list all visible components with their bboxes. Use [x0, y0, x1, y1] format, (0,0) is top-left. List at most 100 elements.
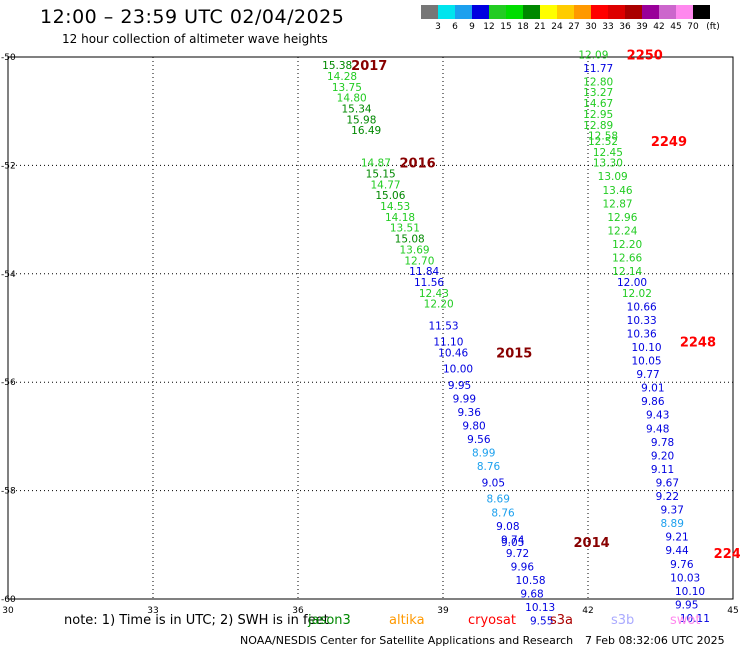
legend-bin-label: 33: [602, 22, 614, 32]
pass-time-label: 2015: [496, 346, 532, 361]
legend-swatch: [438, 5, 455, 19]
legend-swatch: [591, 5, 608, 19]
wave-height-value: 13.30: [593, 158, 623, 170]
legend-swatch: [506, 5, 523, 19]
satellite-name: s3a: [550, 613, 574, 628]
x-tick-label: 45: [727, 606, 738, 616]
wave-height-value: 14.67: [583, 98, 613, 110]
legend-unit: (ft): [706, 22, 720, 32]
wave-height-value: 10.11: [680, 613, 710, 625]
wave-height-value: 9.68: [520, 589, 543, 601]
wave-height-value: 13.46: [603, 185, 633, 197]
wave-height-value: 8.69: [487, 494, 510, 506]
legend-bin-label: 18: [517, 22, 529, 32]
wave-height-value: 15.08: [395, 234, 425, 246]
wave-height-value: 12.20: [612, 239, 642, 251]
wave-height-value: 11.10: [433, 337, 463, 349]
satellite-name: altika: [389, 613, 425, 628]
wave-height-value: 13.27: [583, 87, 613, 99]
legend-bin-label: 6: [452, 22, 458, 32]
wave-height-value: 13.75: [332, 82, 362, 94]
legend-swatch: [472, 5, 489, 19]
wave-height-value: 9.78: [651, 437, 674, 449]
wave-height-value: 13.09: [598, 171, 628, 183]
legend-bin-label: 3: [435, 22, 441, 32]
wave-height-value: 14.53: [380, 201, 410, 213]
wave-height-value: 9.55: [530, 616, 553, 628]
legend-bin-label: 24: [551, 22, 563, 32]
x-tick-label: 42: [582, 606, 593, 616]
wave-height-value: 12.24: [607, 225, 637, 237]
y-tick-label: -54: [1, 270, 16, 280]
wave-height-value: 10.46: [438, 347, 468, 359]
y-tick-label: -58: [1, 487, 16, 497]
wave-height-value: 8.99: [472, 448, 495, 460]
wave-height-value: 12.52: [588, 136, 618, 148]
wave-height-value: 15.34: [342, 103, 372, 115]
wave-height-value: 13.51: [390, 223, 420, 235]
wave-height-value: 10.66: [627, 301, 657, 313]
wave-height-value: 9.08: [496, 521, 519, 533]
wave-height-value: 10.58: [516, 575, 546, 587]
units-note: note: 1) Time is in UTC; 2) SWH is in fe…: [64, 613, 329, 628]
wave-height-value: 9.96: [511, 561, 535, 573]
wave-height-value: 9.36: [458, 407, 482, 419]
legend-swatch: [557, 5, 574, 19]
legend-labels: 3 6 9 12 15 18 21 24 27 30 33 36 39 42 45 70 (ft): [421, 22, 731, 34]
wave-height-value: 12.87: [603, 198, 633, 210]
wave-height-value: 9.95: [448, 380, 471, 392]
legend-swatch: [489, 5, 506, 19]
legend-bin-label: 21: [534, 22, 546, 32]
wave-height-value: 9.80: [462, 421, 485, 433]
legend-swatch: [659, 5, 676, 19]
wave-height-value: 14.28: [327, 71, 357, 83]
wave-height-value: 10.10: [675, 586, 705, 598]
wave-height-value: 9.05: [482, 477, 505, 489]
wave-height-value: 9.44: [665, 545, 689, 557]
y-tick-label: -60: [1, 595, 16, 605]
wave-height-value: 12.89: [583, 120, 613, 132]
wave-height-value: 9.37: [661, 505, 684, 517]
legend-bin-label: 45: [670, 22, 682, 32]
satellite-name: s3b: [611, 613, 635, 628]
wave-height-value: 9.67: [656, 477, 679, 489]
wave-height-value: 11.77: [583, 63, 613, 75]
wave-height-value: 10.36: [627, 328, 657, 340]
wave-height-value: 11.53: [429, 320, 459, 332]
wave-height-value: 9.86: [641, 396, 665, 408]
wave-height-value: 12.20: [424, 299, 454, 311]
wave-height-value: 14.87: [361, 158, 391, 170]
footer-timestamp: 7 Feb 08:32:06 UTC 2025: [585, 634, 725, 647]
x-tick-label: 33: [147, 606, 158, 616]
legend-bin-label: 15: [500, 22, 512, 32]
pass-time-label: 2247: [714, 547, 740, 562]
wave-height-value: 14.80: [337, 93, 367, 105]
wave-height-value: 9.72: [506, 548, 529, 560]
wave-height-value: 12.00: [617, 277, 647, 289]
wave-height-value: 9.01: [641, 383, 664, 395]
legend-swatch: [455, 5, 472, 19]
wave-height-value: 8.89: [661, 518, 684, 530]
wave-height-value: 9.11: [651, 464, 674, 476]
legend-bin-label: 12: [483, 22, 495, 32]
legend-bin-label: 42: [653, 22, 665, 32]
wave-height-value: 12.14: [612, 266, 642, 278]
legend-swatch: [523, 5, 540, 19]
wave-height-value: 12.58: [588, 131, 618, 143]
wave-height-value: 12.95: [583, 109, 613, 121]
y-tick-label: -56: [1, 378, 16, 388]
legend-bin-label: 9: [469, 22, 475, 32]
pass-time-label: 2016: [400, 157, 436, 172]
wave-height-value: 12.45: [593, 147, 623, 159]
legend-swatch: [693, 5, 710, 19]
wave-height-value: 10.10: [632, 342, 662, 354]
legend-swatch: [625, 5, 642, 19]
wave-height-value: 14.77: [371, 179, 401, 191]
y-tick-label: -50: [1, 53, 16, 63]
wave-height-value: 12.66: [612, 253, 642, 265]
wave-height-value: 12.70: [404, 255, 434, 267]
wave-height-value: 9.56: [467, 434, 491, 446]
footer-credit: NOAA/NESDIS Center for Satellite Applica…: [240, 634, 574, 647]
wave-height-value: 12.96: [607, 212, 637, 224]
